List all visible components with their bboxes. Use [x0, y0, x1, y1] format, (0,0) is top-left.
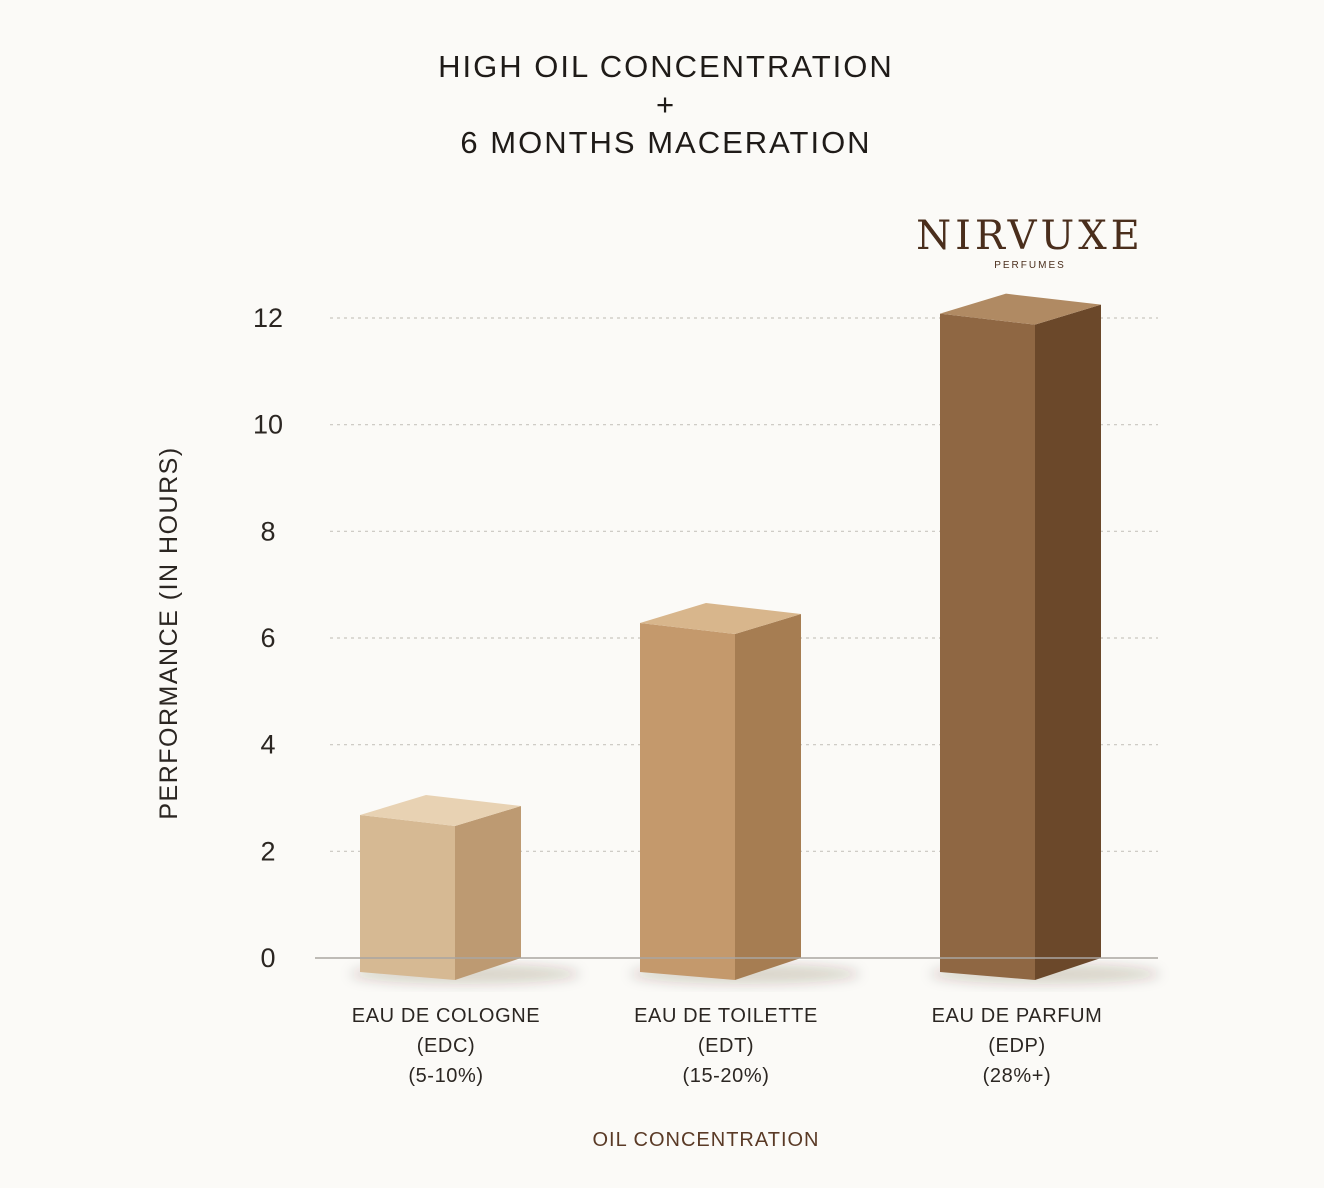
- y-tick-label: 10: [253, 410, 283, 440]
- bar-top-face: [640, 603, 801, 634]
- x-tick-labels: EAU DE COLOGNE (EDC) (5-10%) EAU DE TOILETT…: [352, 1005, 1103, 1087]
- bar-front-face: [940, 313, 1035, 981]
- bar-front-face: [360, 815, 455, 980]
- y-tick-label: 8: [260, 516, 275, 546]
- bars: [350, 293, 1160, 984]
- title-plus: +: [655, 87, 677, 122]
- brand-logo: NIRVUXE PERFUMES: [912, 210, 1148, 271]
- title-line-2: 6 MONTHS MACERATION: [460, 125, 872, 160]
- title-line-1: HIGH OIL CONCENTRATION: [438, 49, 894, 84]
- chart-title: HIGH OIL CONCENTRATION + 6 MONTHS MACERA…: [0, 48, 1324, 162]
- x-tick-label: (28%+): [983, 1065, 1052, 1087]
- bar-top-face: [360, 795, 521, 826]
- x-tick-label: (EDT): [698, 1035, 754, 1057]
- y-tick-label: 0: [260, 943, 275, 973]
- x-tick-label: (EDC): [417, 1035, 476, 1057]
- bar-1: [350, 795, 580, 984]
- x-axis-label: OIL CONCENTRATION: [592, 1129, 819, 1151]
- y-tick-labels: 0 2 4 6 8 10 12: [253, 303, 283, 973]
- bar-3: [930, 293, 1160, 984]
- bar-front-face: [640, 623, 735, 980]
- y-axis-label: PERFORMANCE (IN HOURS): [155, 446, 183, 819]
- y-tick-label: 12: [253, 303, 283, 333]
- bar-top-face: [940, 293, 1101, 325]
- x-tick-label: EAU DE TOILETTE: [634, 1005, 818, 1027]
- y-tick-label: 4: [260, 730, 275, 760]
- bar-2: [630, 603, 860, 984]
- x-tick-label: (15-20%): [682, 1065, 769, 1087]
- x-tick-label: (EDP): [988, 1035, 1045, 1057]
- bar-side-face: [455, 806, 521, 980]
- x-tick-label: (5-10%): [408, 1065, 483, 1087]
- y-tick-label: 6: [260, 623, 275, 653]
- x-tick-label: EAU DE PARFUM: [932, 1005, 1103, 1027]
- bar-side-face: [1035, 304, 1101, 981]
- logo-name: NIRVUXE: [916, 213, 1144, 259]
- x-tick-label: EAU DE COLOGNE: [352, 1005, 540, 1027]
- bar-side-face: [735, 614, 801, 980]
- y-tick-label: 2: [260, 836, 275, 866]
- logo-subtitle: PERFUMES: [994, 260, 1066, 271]
